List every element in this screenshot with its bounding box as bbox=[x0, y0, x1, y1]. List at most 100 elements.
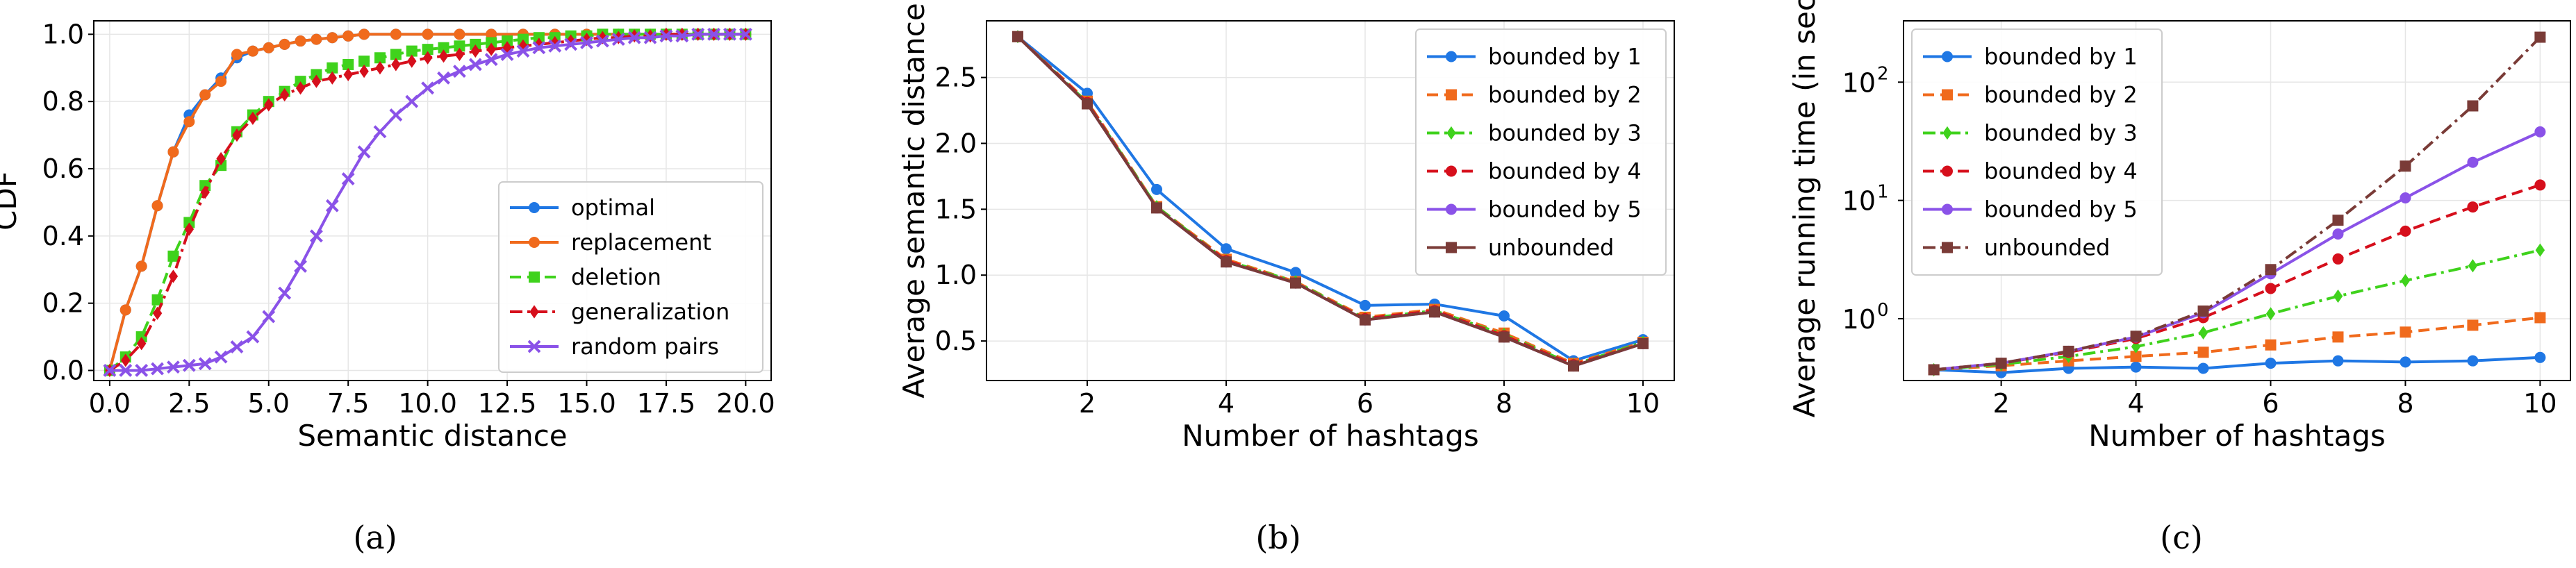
data-point bbox=[135, 331, 147, 343]
x-tick-label: 5.0 bbox=[248, 388, 290, 419]
data-point bbox=[452, 65, 466, 78]
data-point bbox=[214, 350, 228, 364]
legend: bounded by 1 bounded by 2 bounded by 3 boun… bbox=[1415, 28, 1667, 276]
data-point bbox=[421, 81, 435, 95]
data-point bbox=[1290, 277, 1301, 289]
legend-item: bounded by 1 bbox=[1923, 44, 2138, 70]
data-point bbox=[246, 330, 260, 344]
data-point bbox=[2400, 356, 2411, 368]
data-point bbox=[341, 172, 355, 185]
data-point bbox=[454, 28, 465, 40]
legend-swatch-marker bbox=[529, 305, 539, 319]
data-point bbox=[486, 42, 496, 56]
data-point bbox=[2265, 339, 2277, 351]
legend-label: optimal bbox=[571, 194, 655, 221]
data-point bbox=[1290, 267, 1301, 278]
series-line bbox=[1016, 35, 1644, 362]
x-axis-label: Number of hashtags bbox=[2088, 419, 2386, 453]
legend-item: bounded by 4 bbox=[1923, 158, 2138, 185]
y-tick-label: 2.0 bbox=[935, 128, 977, 158]
plot-frame bbox=[93, 20, 772, 381]
data-point bbox=[121, 353, 131, 367]
data-point bbox=[2534, 31, 2546, 43]
data-point bbox=[200, 185, 210, 199]
y-tick-label: 0.8 bbox=[42, 86, 84, 117]
y-tick-label: 0.0 bbox=[42, 355, 84, 385]
data-point bbox=[342, 58, 354, 70]
legend-item: bounded by 2 bbox=[1923, 82, 2138, 108]
data-point bbox=[390, 28, 402, 40]
data-point bbox=[422, 28, 434, 40]
data-point bbox=[215, 160, 227, 172]
data-point bbox=[2198, 326, 2208, 340]
data-point bbox=[406, 45, 418, 57]
legend-label: bounded by 1 bbox=[1488, 44, 1642, 70]
panel-caption: (b) bbox=[1255, 519, 1301, 556]
legend-swatch-marker bbox=[1446, 89, 1457, 101]
data-point bbox=[216, 151, 226, 166]
data-point bbox=[2197, 362, 2209, 374]
legend-label: deletion bbox=[571, 264, 661, 290]
x-tick-label: 7.5 bbox=[327, 388, 369, 419]
data-point bbox=[1637, 337, 1649, 349]
legend-box bbox=[1911, 28, 2163, 276]
x-axis-label: Semantic distance bbox=[297, 419, 567, 453]
y-tick-base: 10 bbox=[1842, 304, 1876, 335]
legend-label: bounded by 4 bbox=[1488, 158, 1642, 185]
data-point bbox=[2400, 225, 2411, 237]
data-point bbox=[151, 200, 163, 212]
data-point bbox=[2130, 331, 2142, 342]
data-point bbox=[311, 74, 322, 88]
y-tick-exponent: 1 bbox=[1877, 182, 1889, 203]
data-point bbox=[2333, 289, 2343, 303]
data-point bbox=[248, 111, 258, 125]
y-tick-label: 0.4 bbox=[42, 221, 84, 251]
data-point bbox=[327, 71, 338, 85]
x-tick-label: 10 bbox=[1626, 388, 1660, 419]
data-point bbox=[643, 31, 657, 44]
data-point bbox=[2467, 156, 2479, 168]
data-point bbox=[2534, 312, 2546, 324]
data-point bbox=[390, 49, 402, 60]
y-axis-label: CDF bbox=[0, 171, 23, 231]
data-point bbox=[2197, 346, 2209, 358]
data-point bbox=[263, 42, 274, 53]
data-point bbox=[2467, 100, 2479, 112]
data-point bbox=[2534, 126, 2546, 137]
data-point bbox=[1568, 360, 1579, 372]
legend-item: replacement bbox=[510, 229, 711, 256]
legend-item: unbounded bbox=[1923, 235, 2110, 261]
legend-label: bounded by 1 bbox=[1984, 44, 2138, 70]
plot-frame bbox=[986, 20, 1675, 381]
x-tick-label: 10 bbox=[2523, 388, 2557, 419]
data-point bbox=[295, 35, 306, 47]
data-point bbox=[2534, 351, 2546, 363]
legend-swatch-marker bbox=[1942, 165, 1953, 177]
data-point bbox=[2400, 160, 2411, 172]
data-point bbox=[1221, 243, 1232, 255]
legend-label: unbounded bbox=[1984, 235, 2110, 261]
data-point bbox=[516, 44, 530, 58]
data-point bbox=[215, 76, 227, 87]
data-point bbox=[2332, 355, 2344, 367]
legend-swatch-marker bbox=[1446, 126, 1456, 140]
data-point bbox=[247, 45, 258, 57]
data-point bbox=[279, 87, 290, 102]
data-point bbox=[2332, 253, 2344, 265]
data-point bbox=[342, 30, 354, 42]
data-point bbox=[1082, 98, 1093, 110]
data-point bbox=[422, 51, 433, 65]
x-tick-label: 6 bbox=[2262, 388, 2279, 419]
legend-swatch-marker bbox=[1942, 203, 1953, 215]
data-point bbox=[2534, 179, 2546, 191]
data-point bbox=[279, 38, 290, 50]
legend-label: bounded by 5 bbox=[1488, 197, 1642, 223]
data-point bbox=[167, 360, 180, 374]
data-point bbox=[1221, 256, 1232, 268]
data-point bbox=[470, 38, 481, 50]
y-tick-label: 2.5 bbox=[935, 62, 977, 93]
panel-caption: (c) bbox=[2160, 519, 2203, 556]
legend-swatch-marker bbox=[1446, 242, 1457, 253]
legend-item: bounded by 5 bbox=[1923, 197, 2138, 223]
